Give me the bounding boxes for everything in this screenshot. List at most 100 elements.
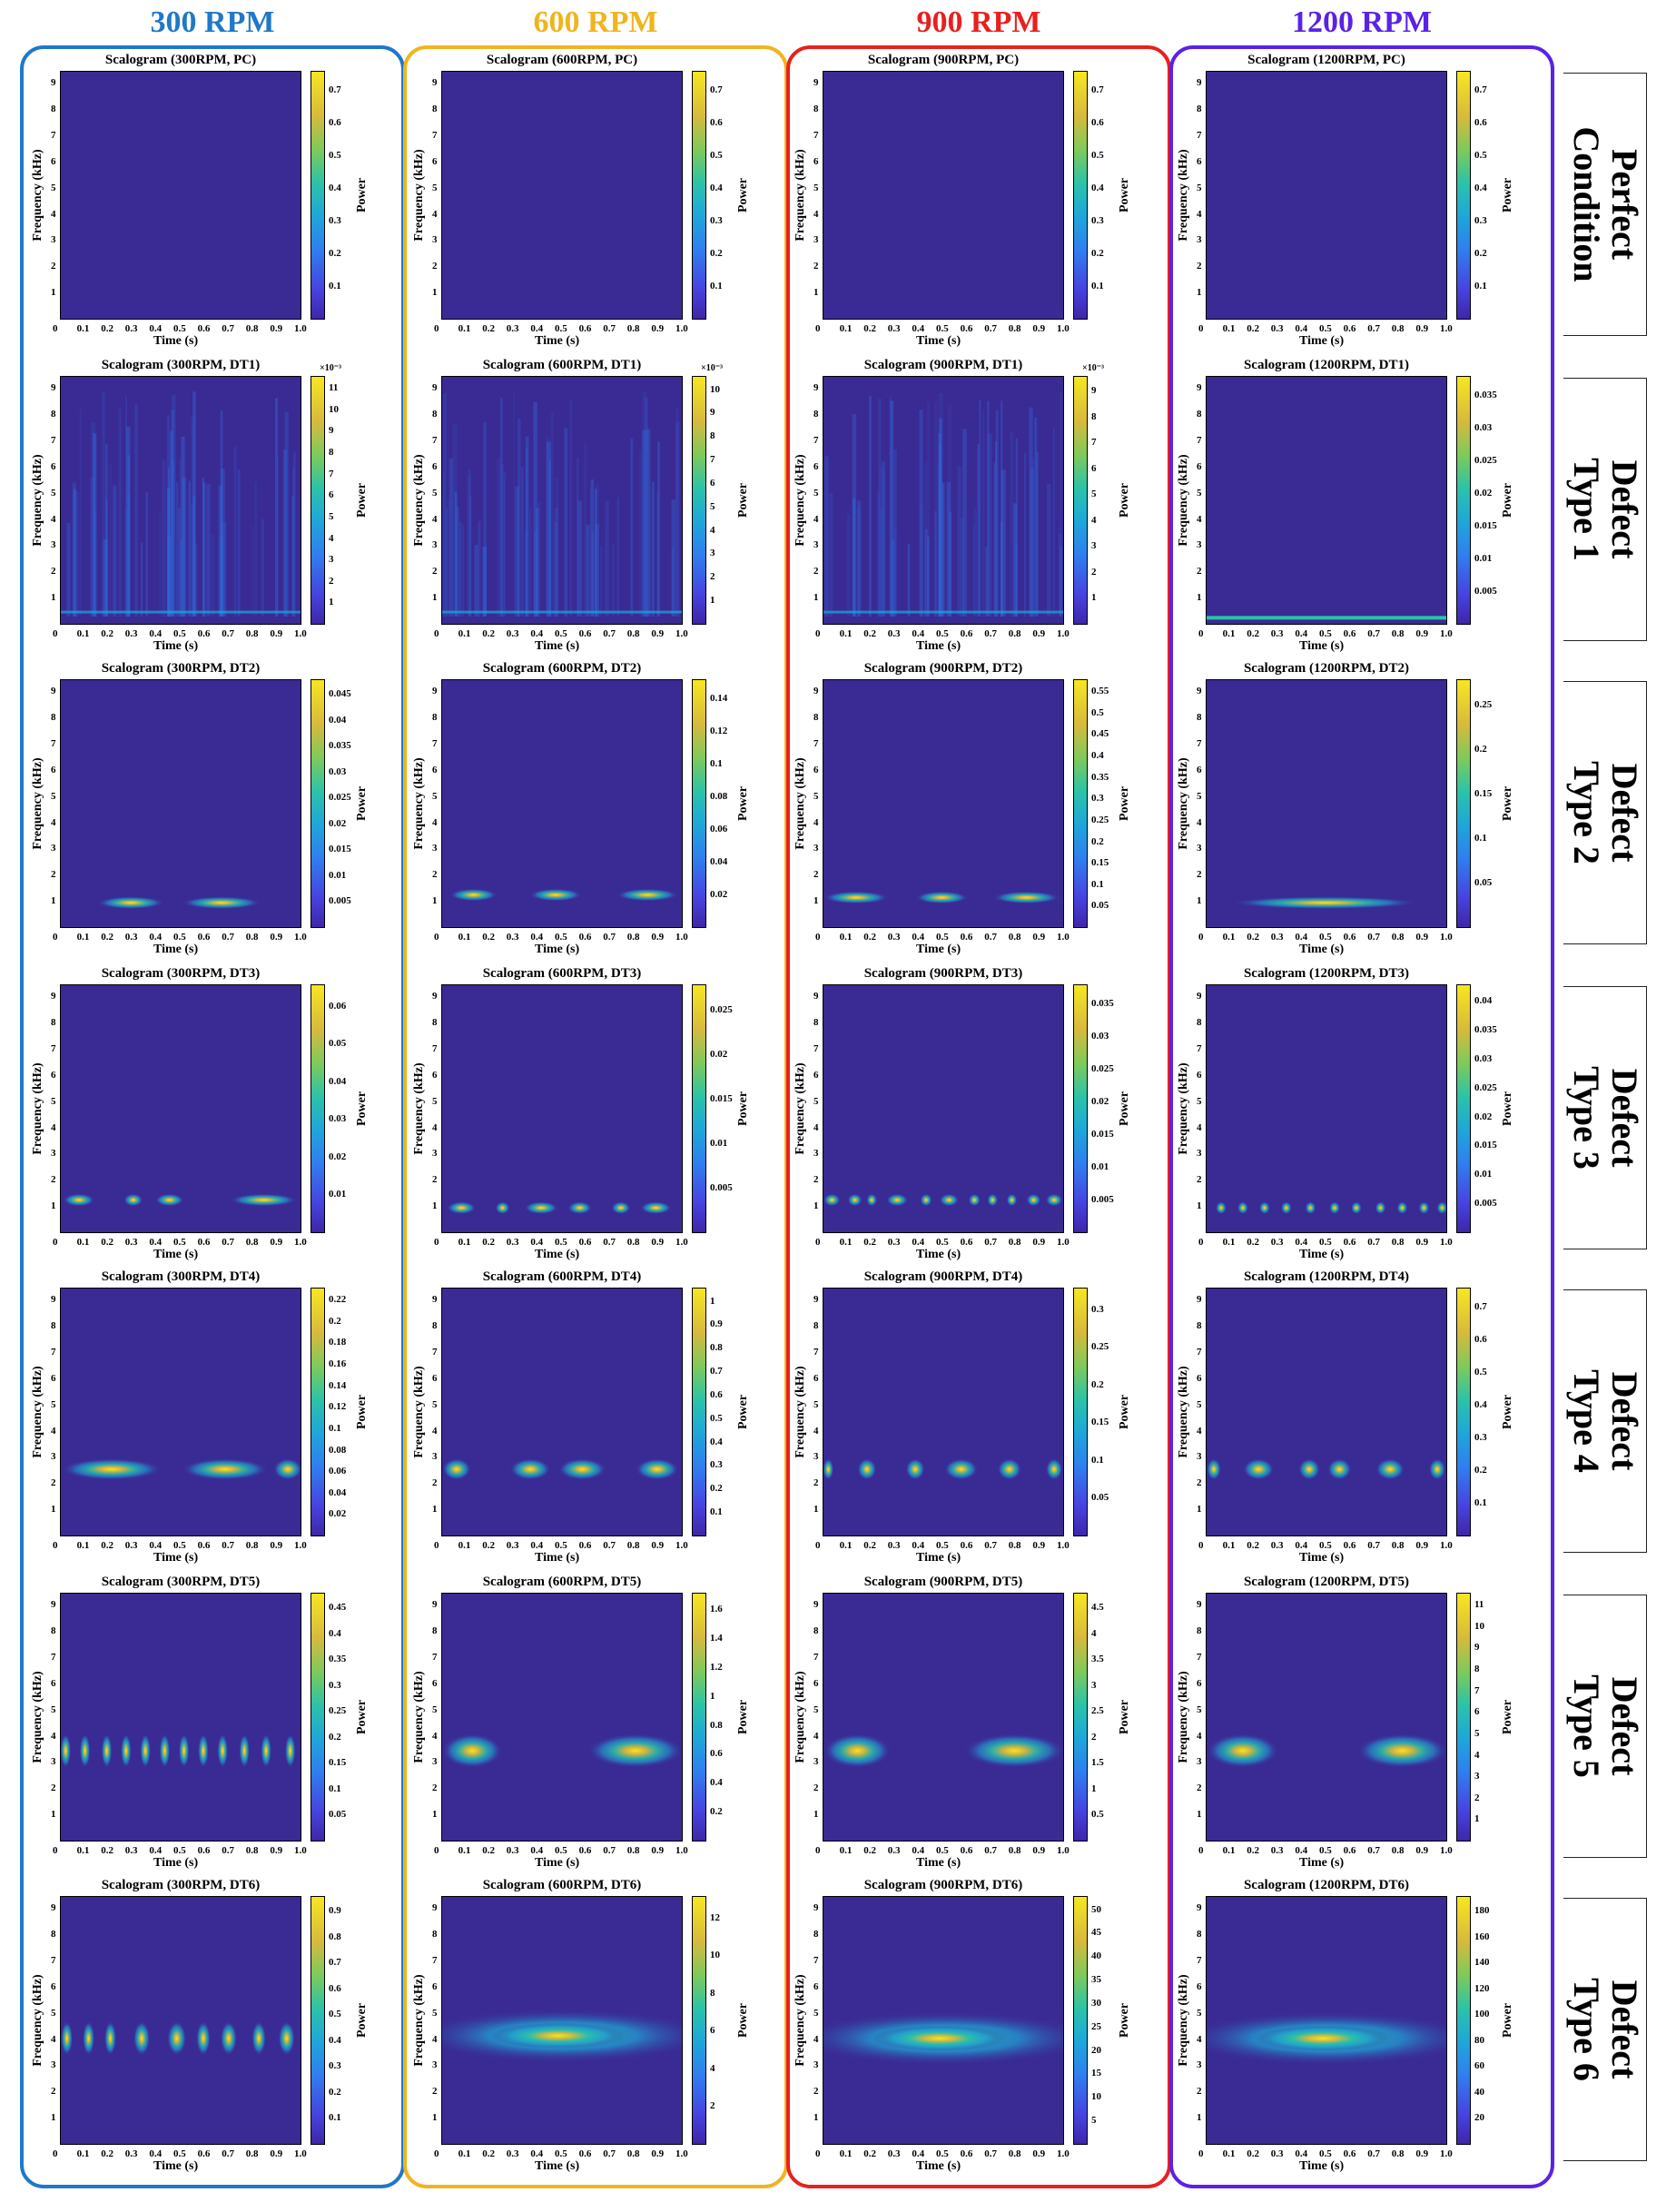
x-axis-label: Time (s) bbox=[916, 943, 961, 956]
colorbar-tick-label: 0.1 bbox=[329, 280, 341, 291]
x-tick-label: 0.6 bbox=[578, 2148, 592, 2159]
noise-streak bbox=[946, 481, 951, 617]
y-tick-label: 1 bbox=[813, 1504, 819, 1516]
noise-streak bbox=[934, 510, 937, 617]
x-tick-label: 0.7 bbox=[1367, 628, 1380, 639]
colorbar-tick-label: 8 bbox=[710, 430, 715, 442]
x-tick-label: 0.1 bbox=[76, 628, 90, 639]
x-tick-label: 0.6 bbox=[197, 1845, 211, 1856]
noise-streak bbox=[656, 492, 660, 617]
colorbar-tick-label: 0.1 bbox=[710, 1506, 723, 1518]
y-tick-label: 4 bbox=[1197, 513, 1202, 525]
noise-streak bbox=[91, 432, 96, 617]
x-axis-label: Time (s) bbox=[535, 334, 580, 348]
colorbar-tick-label: 0.5 bbox=[1474, 149, 1487, 161]
colorbar-tick-label: 0.15 bbox=[1091, 857, 1109, 869]
x-tick-label: 0.2 bbox=[1247, 1845, 1259, 1856]
x-tick-label: 0.7 bbox=[603, 1237, 616, 1248]
y-axis-label: Frequency (kHz) bbox=[31, 757, 44, 850]
colorbar-tick-label: 0.05 bbox=[1091, 900, 1109, 912]
colorbar-tick-label: 4 bbox=[1091, 1627, 1097, 1639]
x-tick-label: 0 bbox=[53, 1540, 58, 1551]
y-tick-label: 2 bbox=[1197, 1477, 1202, 1489]
x-tick-label: 0.9 bbox=[651, 628, 665, 639]
colorbar-tick-label: 0.6 bbox=[329, 1982, 341, 1994]
x-tick-label: 0 bbox=[1198, 932, 1204, 943]
colorbar-tick-label: 9 bbox=[329, 425, 334, 437]
energy-burst bbox=[905, 1458, 925, 1481]
y-tick-label: 3 bbox=[51, 843, 56, 854]
x-tick-label: 0.5 bbox=[936, 628, 949, 639]
x-tick-label: 0.2 bbox=[482, 1845, 495, 1856]
colorbar-tick-label: 0.4 bbox=[1091, 182, 1104, 193]
x-tick-label: 0.9 bbox=[651, 323, 665, 334]
x-tick-label: 1.0 bbox=[1057, 1237, 1070, 1248]
noise-streak bbox=[66, 522, 71, 617]
x-axis-label: Time (s) bbox=[1299, 943, 1345, 956]
noise-streak bbox=[221, 469, 225, 617]
y-tick-label: 5 bbox=[51, 2007, 56, 2019]
x-tick-label: 1.0 bbox=[1440, 1237, 1453, 1248]
energy-burst bbox=[197, 1733, 209, 1769]
colorbar-tick-label: 0.7 bbox=[329, 1957, 341, 1969]
colorbar-tick-label: 140 bbox=[1474, 1957, 1490, 1969]
x-tick-label: 1.0 bbox=[294, 1845, 307, 1856]
x-tick-label: 0.1 bbox=[458, 628, 471, 639]
y-tick-label: 9 bbox=[813, 77, 819, 89]
energy-burst bbox=[1215, 1201, 1227, 1215]
y-tick-label: 3 bbox=[432, 1756, 438, 1768]
x-tick-label: 1.0 bbox=[294, 323, 307, 334]
row-label-line1: Defect bbox=[1603, 459, 1645, 559]
x-tick-label: 0.9 bbox=[270, 1845, 283, 1856]
column-heading-3: 900 RPM bbox=[916, 5, 1041, 39]
colorbar-tick-label: 0.1 bbox=[1091, 280, 1104, 291]
y-tick-label: 9 bbox=[51, 991, 56, 1002]
x-axis-label: Time (s) bbox=[916, 2159, 961, 2173]
noise-streak bbox=[167, 467, 171, 617]
energy-burst bbox=[220, 2020, 238, 2056]
x-tick-label: 0.5 bbox=[555, 628, 567, 639]
y-tick-label: 7 bbox=[813, 130, 819, 142]
x-tick-label: 0.1 bbox=[1222, 1845, 1236, 1856]
x-tick-label: 0.1 bbox=[1222, 628, 1236, 639]
row-label-3: Defect Type 2 bbox=[1563, 681, 1647, 944]
x-tick-label: 0.3 bbox=[887, 628, 901, 639]
heatmap-svg bbox=[823, 1458, 1063, 1481]
y-axis-label: Frequency (kHz) bbox=[794, 1974, 807, 2067]
x-tick-label: 0.5 bbox=[173, 932, 186, 943]
x-tick-label: 0.8 bbox=[1008, 628, 1021, 639]
y-tick-label: 6 bbox=[1197, 1677, 1202, 1689]
x-tick-label: 0.3 bbox=[124, 1237, 138, 1248]
x-tick-label: 0.6 bbox=[197, 2148, 211, 2159]
energy-burst bbox=[1396, 1201, 1408, 1215]
colorbar-tick-label: 0.1 bbox=[329, 2112, 341, 2124]
x-tick-label: 0.7 bbox=[603, 2148, 616, 2159]
energy-burst bbox=[1237, 1201, 1248, 1215]
colorbar-tick-label: 0.3 bbox=[710, 214, 723, 226]
row-label-line2: Condition bbox=[1565, 126, 1607, 282]
scalogram-panel: Scalogram (600RPM, DT6) 1 2 3 4 5 6 7 8 9 0 0.1 0.2 0… bbox=[409, 1878, 763, 2173]
y-tick-label: 5 bbox=[1197, 1703, 1202, 1715]
x-tick-label: 0 bbox=[815, 2148, 821, 2159]
y-tick-label: 1 bbox=[51, 592, 56, 604]
colorbar-tick-label: 0.15 bbox=[1091, 1417, 1109, 1428]
y-tick-label: 8 bbox=[1197, 1625, 1202, 1637]
colorbar-tick-label: 0.8 bbox=[329, 1931, 341, 1942]
y-tick-label: 9 bbox=[813, 1294, 819, 1306]
x-tick-label: 1.0 bbox=[1057, 2148, 1070, 2159]
x-tick-label: 0.7 bbox=[984, 323, 997, 334]
noise-streak bbox=[949, 511, 952, 617]
noise-streak bbox=[824, 456, 829, 617]
x-tick-label: 0.5 bbox=[936, 932, 949, 943]
noise-streak bbox=[166, 488, 171, 617]
energy-burst bbox=[1418, 1201, 1430, 1215]
heatmap-plot bbox=[1206, 679, 1447, 928]
x-tick-label: 0.2 bbox=[1247, 323, 1259, 334]
energy-burst bbox=[217, 1733, 229, 1769]
x-tick-label: 1.0 bbox=[1440, 1540, 1453, 1551]
noise-streak bbox=[180, 538, 183, 617]
noise-streak bbox=[869, 395, 872, 617]
colorbar-tick-label: 0.14 bbox=[710, 692, 728, 704]
x-tick-label: 0.9 bbox=[651, 932, 665, 943]
noise-streak bbox=[515, 486, 519, 617]
